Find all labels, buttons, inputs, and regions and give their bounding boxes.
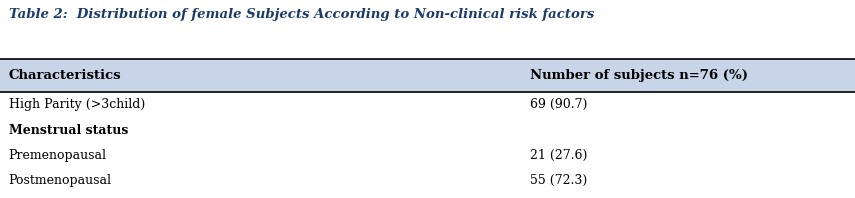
Text: Postmenopausal: Postmenopausal [9,174,111,187]
Text: Characteristics: Characteristics [9,69,121,82]
Text: Table 2:  Distribution of female Subjects According to Non-clinical risk factors: Table 2: Distribution of female Subjects… [9,8,594,21]
Text: Number of subjects n=76 (%): Number of subjects n=76 (%) [530,69,748,82]
Text: 69 (90.7): 69 (90.7) [530,98,587,111]
Text: Menstrual status: Menstrual status [9,124,128,137]
Text: High Parity (>3child): High Parity (>3child) [9,98,144,111]
Text: Premenopausal: Premenopausal [9,149,107,162]
Text: 55 (72.3): 55 (72.3) [530,174,587,187]
Text: 21 (27.6): 21 (27.6) [530,149,587,162]
FancyBboxPatch shape [0,59,855,92]
